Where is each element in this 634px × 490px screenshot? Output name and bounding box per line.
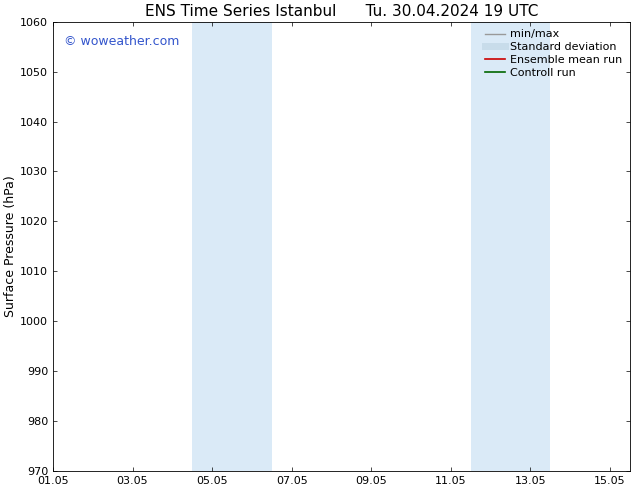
Bar (192, 22, 272, 471)
Title: ENS Time Series Istanbul      Tu. 30.04.2024 19 UTC: ENS Time Series Istanbul Tu. 30.04.2024 … (145, 4, 538, 19)
Y-axis label: Surface Pressure (hPa): Surface Pressure (hPa) (4, 175, 17, 317)
Text: © woweather.com: © woweather.com (65, 35, 180, 48)
Legend: min/max, Standard deviation, Ensemble mean run, Controll run: min/max, Standard deviation, Ensemble me… (483, 27, 624, 80)
Bar (470, 22, 550, 471)
